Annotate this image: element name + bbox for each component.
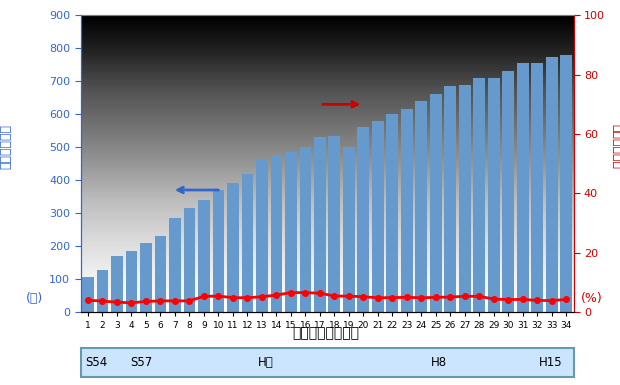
Bar	[125, 251, 137, 312]
Text: S57: S57	[130, 357, 152, 369]
Text: H元: H元	[258, 357, 274, 369]
Bar	[256, 159, 268, 312]
Bar	[242, 174, 253, 312]
Bar	[546, 57, 557, 312]
Bar	[154, 236, 166, 312]
Bar	[227, 183, 239, 312]
Bar	[299, 147, 311, 312]
Bar	[372, 121, 384, 312]
Bar	[358, 127, 369, 312]
Text: H8: H8	[430, 357, 446, 369]
Bar	[474, 78, 485, 312]
Bar	[213, 190, 224, 312]
Bar	[488, 78, 500, 312]
Bar	[401, 109, 412, 312]
Bar	[82, 277, 94, 312]
Text: 燃料装荷体数: 燃料装荷体数	[0, 124, 12, 169]
Text: H15: H15	[539, 357, 562, 369]
Bar	[343, 147, 355, 312]
Bar	[184, 208, 195, 312]
Bar	[270, 156, 282, 312]
Bar	[459, 85, 471, 312]
Bar	[386, 114, 398, 312]
Text: S54: S54	[86, 357, 108, 369]
Bar	[111, 256, 123, 312]
Text: 燃料装荷割合: 燃料装荷割合	[611, 124, 620, 169]
Bar	[140, 243, 152, 312]
FancyBboxPatch shape	[81, 348, 574, 377]
Bar	[560, 55, 572, 312]
Bar	[285, 152, 296, 312]
Text: (体): (体)	[25, 292, 43, 305]
Bar	[430, 94, 441, 312]
Text: (%): (%)	[581, 292, 603, 305]
Bar	[314, 137, 326, 312]
Bar	[415, 101, 427, 312]
Bar	[502, 71, 514, 312]
Bar	[445, 86, 456, 312]
Bar	[531, 63, 543, 312]
Bar	[517, 63, 529, 312]
Bar	[97, 270, 108, 312]
Bar	[169, 218, 180, 312]
Bar	[198, 200, 210, 312]
Text: 炉心運転サイクル: 炉心運転サイクル	[292, 326, 359, 340]
Bar	[329, 136, 340, 312]
